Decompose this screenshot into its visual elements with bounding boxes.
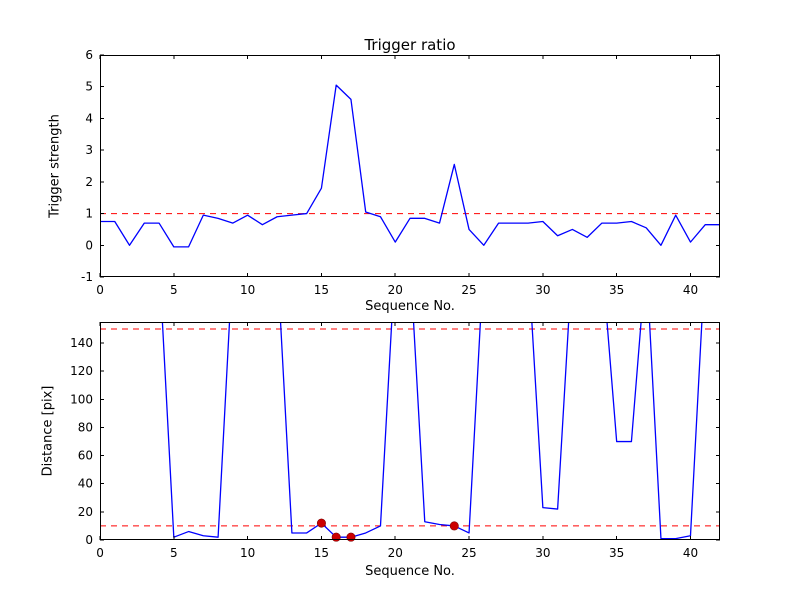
svg-text:6: 6 [85, 48, 93, 62]
bottom-chart-xlabel: Sequence No. [365, 564, 455, 579]
svg-text:80: 80 [78, 420, 93, 434]
top-chart-xlabel: Sequence No. [365, 299, 455, 314]
svg-text:20: 20 [388, 283, 403, 297]
svg-text:2: 2 [85, 175, 93, 189]
svg-text:40: 40 [78, 477, 93, 491]
svg-text:25: 25 [461, 283, 476, 297]
svg-text:60: 60 [78, 449, 93, 463]
svg-text:0: 0 [96, 546, 104, 560]
svg-text:4: 4 [85, 111, 93, 125]
svg-text:15: 15 [314, 283, 329, 297]
svg-text:35: 35 [609, 283, 624, 297]
bottom-chart-axes: 0 5 10 15 20 25 30 35 40 0 20 40 60 80 100 120 140 [70, 322, 720, 560]
svg-text:0: 0 [85, 238, 93, 252]
svg-text:120: 120 [70, 364, 93, 378]
svg-text:10: 10 [240, 546, 255, 560]
svg-text:40: 40 [683, 546, 698, 560]
svg-text:3: 3 [85, 143, 93, 157]
svg-text:25: 25 [461, 546, 476, 560]
svg-text:40: 40 [683, 283, 698, 297]
svg-text:10: 10 [240, 283, 255, 297]
bottom-chart-ylabel: Distance [pix] [40, 385, 56, 477]
svg-text:20: 20 [388, 546, 403, 560]
svg-text:140: 140 [70, 336, 93, 350]
svg-text:35: 35 [609, 546, 624, 560]
top-chart-ylabel: Trigger strength [47, 114, 63, 218]
top-chart-title: Trigger ratio [364, 36, 456, 54]
svg-text:-1: -1 [81, 270, 93, 284]
svg-text:30: 30 [535, 283, 550, 297]
svg-text:0: 0 [96, 283, 104, 297]
svg-text:20: 20 [78, 505, 93, 519]
svg-text:1: 1 [85, 207, 93, 221]
svg-text:5: 5 [170, 546, 178, 560]
svg-text:5: 5 [85, 80, 93, 94]
svg-text:30: 30 [535, 546, 550, 560]
svg-text:15: 15 [314, 546, 329, 560]
svg-text:5: 5 [170, 283, 178, 297]
svg-text:100: 100 [70, 392, 93, 406]
svg-text:0: 0 [85, 533, 93, 547]
